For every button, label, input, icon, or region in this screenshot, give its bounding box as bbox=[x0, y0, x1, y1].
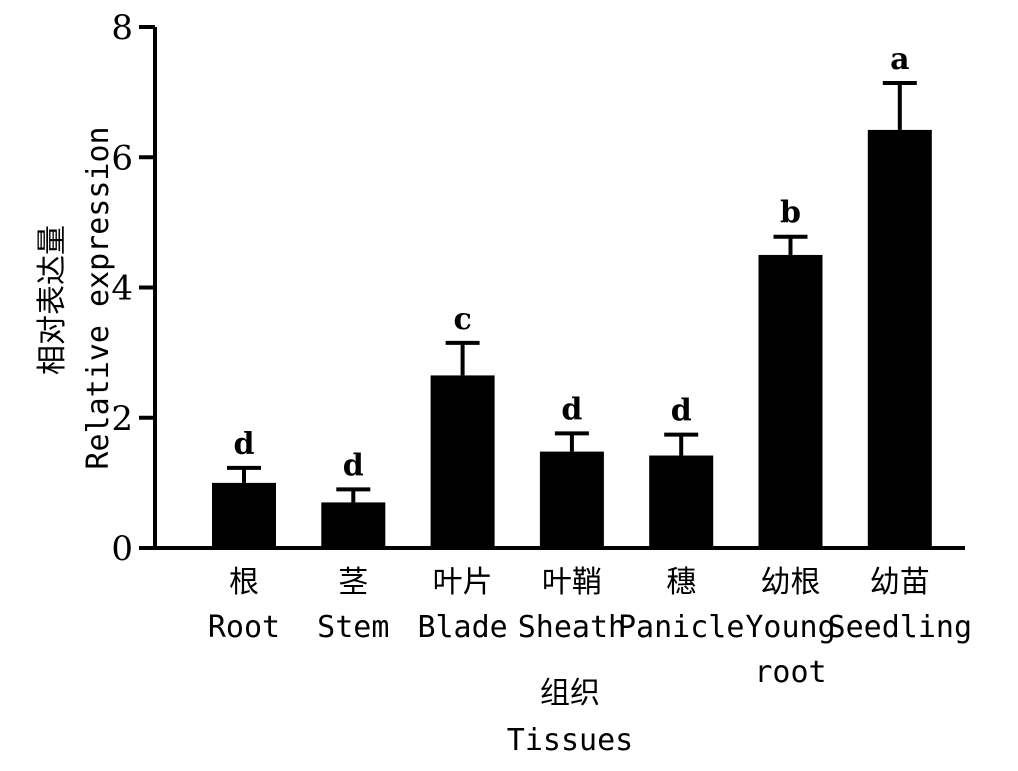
significance-label: d bbox=[671, 394, 692, 429]
x-tick-label-en: Sheath bbox=[518, 610, 626, 645]
x-tick-label-en: root bbox=[754, 655, 826, 690]
x-axis-title-en: Tissues bbox=[507, 723, 633, 758]
x-tick-label-zh: 幼根 bbox=[761, 565, 821, 600]
y-tick-label: 4 bbox=[111, 269, 133, 309]
bar bbox=[758, 254, 823, 548]
x-labels-group: 根 Root 茎 Stem 叶片 Blade 叶鞘 Sheath 穗 Panicle 幼根 Young… bbox=[208, 565, 972, 690]
y-ticks-group: 0 2 4 6 8 bbox=[111, 8, 155, 569]
bar bbox=[212, 482, 276, 548]
x-tick-label-en: Panicle bbox=[618, 610, 744, 645]
x-tick-label-zh: 穗 bbox=[666, 565, 696, 600]
x-tick-label-en: Stem bbox=[317, 610, 389, 645]
significance-label: d bbox=[561, 392, 582, 427]
significance-label: b bbox=[780, 196, 801, 231]
x-tick-label-zh: 根 bbox=[229, 565, 259, 600]
bars-group bbox=[212, 129, 932, 548]
y-axis-title-zh: 相对表达量 bbox=[35, 225, 70, 375]
significance-labels-group: d d c d d b a bbox=[234, 42, 910, 483]
bar bbox=[539, 451, 604, 548]
x-tick-label-zh: 叶鞘 bbox=[542, 565, 602, 600]
x-tick-label-zh: 茎 bbox=[338, 565, 368, 600]
significance-label: d bbox=[234, 427, 255, 462]
x-axis-title-zh: 组织 bbox=[540, 676, 600, 711]
bar bbox=[321, 502, 386, 548]
x-tick-label-en: Young bbox=[745, 610, 835, 645]
y-tick-label: 0 bbox=[111, 529, 133, 569]
x-tick-label-zh: 幼苗 bbox=[870, 565, 930, 600]
x-tick-label-zh: 叶片 bbox=[433, 565, 493, 600]
y-tick-label: 2 bbox=[111, 399, 133, 439]
bar bbox=[430, 375, 495, 548]
error-bars-group bbox=[227, 81, 917, 503]
y-tick-label: 6 bbox=[111, 138, 133, 178]
significance-label: d bbox=[343, 448, 364, 483]
bar bbox=[867, 129, 932, 548]
x-tick-label-en: Root bbox=[208, 610, 280, 645]
y-axis-title-en: Relative expression bbox=[81, 126, 116, 469]
x-tick-label-en: Blade bbox=[417, 610, 507, 645]
y-tick-label: 8 bbox=[111, 8, 133, 48]
bar bbox=[649, 455, 714, 548]
x-tick-label-en: Seedling bbox=[828, 610, 973, 645]
significance-label: c bbox=[453, 302, 471, 337]
significance-label: a bbox=[890, 42, 909, 77]
